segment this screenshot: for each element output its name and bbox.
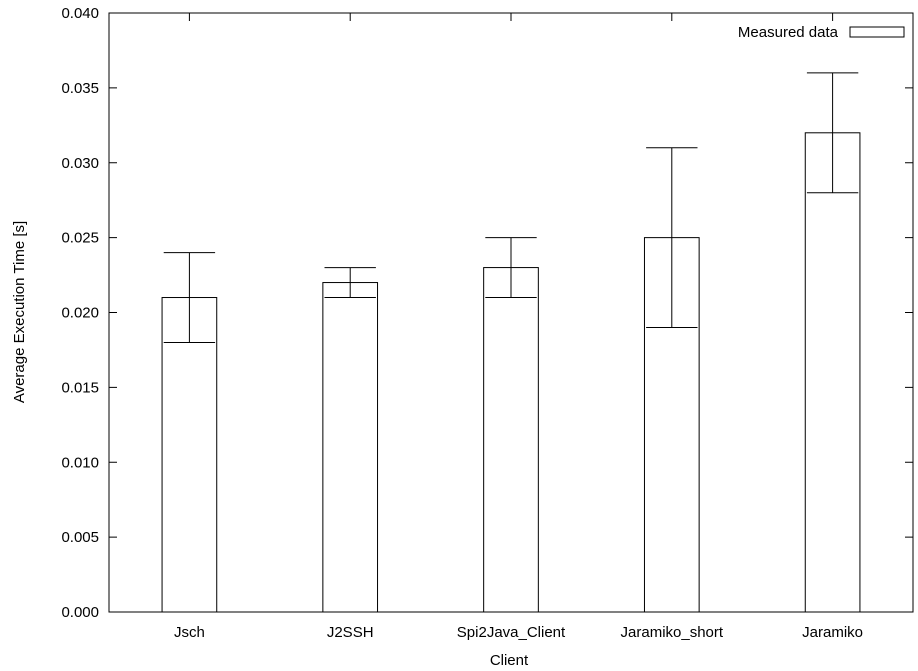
- y-tick-label: 0.040: [61, 5, 99, 22]
- y-tick-label: 0.005: [61, 529, 99, 546]
- y-axis-label: Average Execution Time [s]: [11, 221, 28, 403]
- x-tick-label: Jaramiko: [802, 624, 863, 641]
- legend-label: Measured data: [738, 24, 839, 41]
- bar-j2ssh: [322, 282, 379, 613]
- y-tick-label: 0.010: [61, 454, 99, 471]
- tick-labels: 0.000 0.005 0.010 0.015 0.020 0.025 0.030 0.035…: [61, 5, 863, 641]
- legend-swatch: [849, 26, 905, 38]
- legend: Measured data: [738, 24, 905, 41]
- error-bars: [163, 72, 859, 343]
- y-tick-label: 0.000: [61, 604, 99, 621]
- y-tick-label: 0.020: [61, 305, 99, 322]
- y-tick-label: 0.030: [61, 155, 99, 172]
- bars: [161, 132, 861, 613]
- bar-jaramiko: [804, 132, 861, 613]
- y-tick-label: 0.025: [61, 230, 99, 247]
- x-tick-label: Jsch: [174, 624, 205, 641]
- x-tick-label: J2SSH: [327, 624, 374, 641]
- bar-jsch: [161, 297, 218, 613]
- x-tick-label: Jaramiko_short: [621, 624, 724, 641]
- x-tick-label: Spi2Java_Client: [457, 624, 566, 641]
- y-tick-label: 0.015: [61, 379, 99, 396]
- x-axis-label: Client: [490, 652, 529, 669]
- bar-spi2java-client: [483, 267, 539, 613]
- y-tick-label: 0.035: [61, 80, 99, 97]
